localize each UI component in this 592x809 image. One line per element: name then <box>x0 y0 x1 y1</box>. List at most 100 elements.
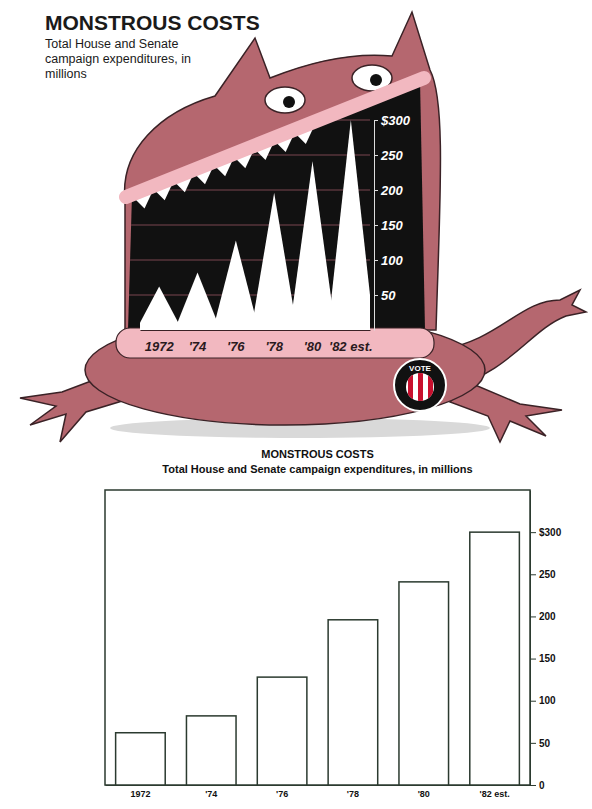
tick-label: 0 <box>539 780 545 791</box>
tick: $300 <box>530 527 562 538</box>
title: MONSTROUS COSTS <box>45 11 260 34</box>
tick: 200 <box>374 183 403 198</box>
tick-mark <box>530 743 536 744</box>
tick: 250 <box>374 148 403 163</box>
tick-label: $300 <box>539 527 562 538</box>
axis-line <box>530 491 531 786</box>
eye <box>265 87 305 113</box>
bar <box>328 620 378 785</box>
tick-mark <box>374 295 378 296</box>
tick-label: '82 est. <box>329 339 373 354</box>
tick-label: 250 <box>380 148 403 163</box>
bar <box>470 532 520 785</box>
tick: '78 <box>265 330 283 354</box>
tick-label: 200 <box>539 611 556 622</box>
tick: '74 <box>189 330 207 354</box>
marks <box>116 532 520 785</box>
triangle <box>213 240 259 330</box>
tick-label: 150 <box>381 218 403 233</box>
tick-label: '76 <box>227 339 245 354</box>
tick-label: 250 <box>539 569 556 580</box>
tick-label: '82 est. <box>479 789 509 799</box>
tick: 150 <box>530 653 556 664</box>
tick-label: '74 <box>205 789 217 799</box>
pupil <box>283 96 295 108</box>
tick-mark <box>374 225 378 226</box>
badge: VOTE <box>394 359 446 411</box>
illustration <box>20 12 586 442</box>
grid-line <box>120 225 370 226</box>
grid-line <box>120 260 370 261</box>
mouth <box>128 80 425 330</box>
tick: '76 <box>276 785 288 799</box>
tick: 100 <box>374 253 403 268</box>
tick-label: 1972 <box>130 789 150 799</box>
y-axis: 0 50 100 150 200 250 $300 <box>530 491 562 791</box>
tick: '78 <box>347 785 359 799</box>
tick-mark <box>374 155 378 156</box>
subtitle: Total House and Senate campaign expendit… <box>162 463 472 475</box>
axis-line <box>106 785 531 786</box>
x-axis: 1972 '74 '76 '78 '80 '82 est. <box>141 330 373 354</box>
tick: '82 est. <box>329 330 373 354</box>
bar-chart: MONSTROUS COSTS Total House and Senate ca… <box>105 448 562 799</box>
tick: 50 <box>530 738 551 749</box>
tick-label: '74 <box>189 339 207 354</box>
tick-label: 50 <box>539 738 551 749</box>
subtitle: Total House and Senatecampaign expenditu… <box>45 37 191 81</box>
tick-label: 150 <box>539 653 556 664</box>
tick: '82 est. <box>479 785 509 799</box>
body <box>85 315 485 425</box>
tick: 100 <box>530 695 556 706</box>
axis-line <box>141 330 371 331</box>
badge-stripes <box>408 371 433 403</box>
tick: 1972 <box>145 330 175 354</box>
tick: 50 <box>374 288 396 303</box>
triangle <box>251 193 297 330</box>
bar <box>399 582 449 785</box>
triangle <box>140 287 182 330</box>
upper-lip <box>126 78 424 197</box>
badge-text: VOTE <box>409 364 431 373</box>
stripe <box>408 371 413 403</box>
tick-mark <box>530 701 536 702</box>
teeth <box>136 129 313 208</box>
tick-label: '80 <box>418 789 430 799</box>
pupil <box>370 74 382 86</box>
tick-label: 1972 <box>145 339 175 354</box>
tick: '76 <box>227 330 245 354</box>
y-axis: 50 100 150 200 250 $300 <box>374 113 411 331</box>
tick-label: '78 <box>265 339 283 354</box>
marks <box>140 120 370 330</box>
tick: '80 <box>304 330 322 354</box>
text-line: campaign expenditures, in <box>45 52 191 66</box>
tick-mark <box>374 190 378 191</box>
tick-label: '80 <box>304 339 322 354</box>
text-line: Total House and Senate <box>45 37 178 51</box>
tick-label: 50 <box>381 288 396 303</box>
tick-mark <box>530 532 536 533</box>
tick-label: $300 <box>380 113 411 128</box>
tick: '74 <box>205 785 217 799</box>
tick-mark <box>530 574 536 575</box>
tick-label: 200 <box>380 183 403 198</box>
x-axis: 1972 '74 '76 '78 '80 '82 est. <box>106 785 531 799</box>
stripe <box>418 371 423 403</box>
bar <box>257 677 307 785</box>
tick-mark <box>530 659 536 660</box>
triangle <box>328 120 370 330</box>
triangle <box>175 273 221 330</box>
tick-label: 100 <box>381 253 403 268</box>
badge-ring <box>394 359 446 411</box>
tick-mark <box>530 616 536 617</box>
tick: 1972 <box>130 785 150 799</box>
title: MONSTROUS COSTS <box>261 448 373 460</box>
bar <box>116 733 166 785</box>
tick-label: '76 <box>276 789 288 799</box>
tick: $300 <box>374 113 411 128</box>
tick: 150 <box>374 218 403 233</box>
monster-chart: 50 100 150 200 250 $300 1972 '74 '76 '78 '80 '82 es… <box>20 11 586 442</box>
tick: 250 <box>530 569 556 580</box>
tick-mark <box>374 260 378 261</box>
bar <box>186 716 236 785</box>
